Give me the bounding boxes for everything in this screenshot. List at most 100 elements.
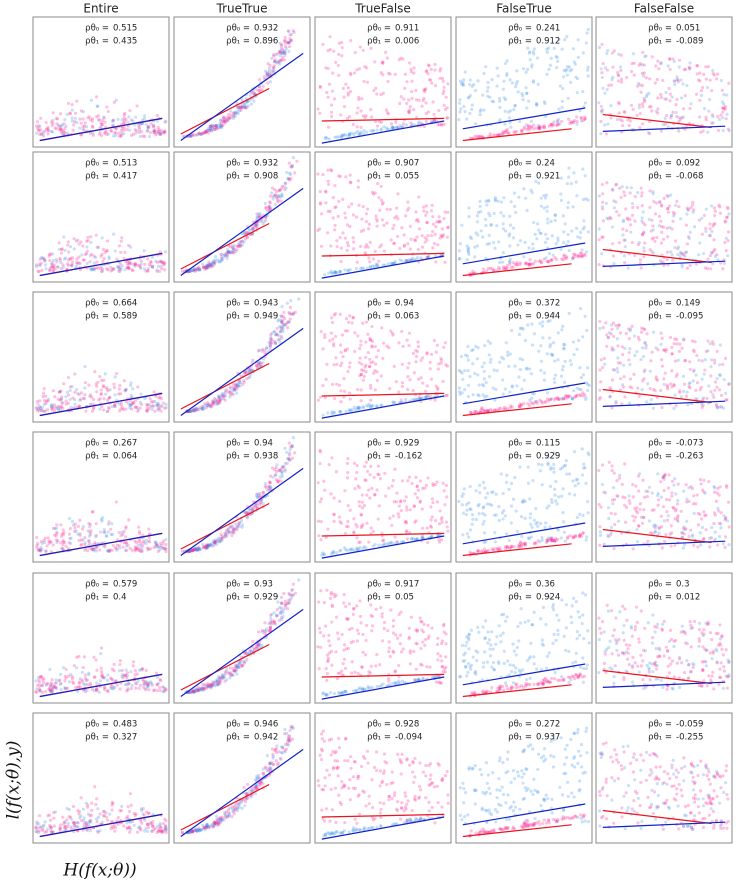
scatter-dot xyxy=(272,330,276,334)
scatter-dot xyxy=(73,116,78,120)
scatter-dot xyxy=(413,492,417,496)
scatter-dot xyxy=(434,260,438,264)
scatter-dot xyxy=(156,130,160,134)
scatter-dot xyxy=(662,237,666,241)
scatter-dot xyxy=(236,105,240,109)
scatter-dot xyxy=(695,353,699,358)
scatter-dot xyxy=(280,320,284,324)
scatter-dot xyxy=(321,384,325,388)
scatter-dot xyxy=(635,350,639,354)
scatter-dot xyxy=(274,478,278,482)
scatter-dot xyxy=(206,131,211,135)
scatter-dot xyxy=(468,111,472,116)
scatter-dot xyxy=(385,221,389,225)
scatter-dot xyxy=(331,337,335,341)
scatter-dot xyxy=(61,540,66,544)
scatter-dot xyxy=(666,210,671,214)
scatter-dot xyxy=(84,125,89,129)
scatter-dot xyxy=(146,266,151,271)
scatter-dot xyxy=(586,388,590,393)
scatter-dot xyxy=(55,540,59,545)
scatter-dot xyxy=(465,508,469,512)
scatter-dot xyxy=(199,132,203,136)
scatter-dot xyxy=(357,132,361,136)
scatter-dot xyxy=(549,56,553,60)
scatter-dot xyxy=(268,480,272,485)
scatter-dot xyxy=(55,260,59,264)
scatter-dot xyxy=(338,343,343,347)
scatter-dot xyxy=(539,260,543,264)
scatter-dot xyxy=(582,219,586,223)
scatter-dot xyxy=(610,327,614,331)
scatter-dot xyxy=(503,61,508,66)
scatter-dot xyxy=(112,385,117,390)
scatter-dot xyxy=(555,123,559,127)
scatter-dot xyxy=(569,80,573,84)
scatter-dot xyxy=(614,182,619,186)
scatter-dot xyxy=(617,100,621,105)
scatter-dot xyxy=(543,525,547,529)
scatter-dot xyxy=(457,499,461,504)
rho-value: -0.095 xyxy=(676,312,703,322)
scatter-dot xyxy=(69,257,73,261)
scatter-dot xyxy=(644,94,649,99)
scatter-dot xyxy=(89,98,94,102)
scatter-dot xyxy=(68,526,72,531)
scatter-dot xyxy=(498,118,502,122)
scatter-dot xyxy=(119,533,123,538)
scatter-dot xyxy=(201,131,205,135)
scatter-dot xyxy=(624,331,628,336)
scatter-dot xyxy=(632,73,636,77)
scatter-dot xyxy=(219,252,223,257)
scatter-dot xyxy=(90,124,95,128)
scatter-dot xyxy=(61,543,65,547)
scatter-dot xyxy=(713,213,717,218)
scatter-dot xyxy=(627,336,631,341)
scatter-dot xyxy=(156,549,160,554)
scatter-dot xyxy=(539,344,543,348)
rho-symbol: ρθ₀ = xyxy=(367,24,391,34)
scatter-dot xyxy=(95,104,99,108)
scatter-dot xyxy=(675,342,679,346)
scatter-dot xyxy=(518,367,522,372)
scatter-dot xyxy=(110,119,114,123)
scatter-dot xyxy=(650,237,654,241)
scatter-dot xyxy=(332,97,337,101)
scatter-dot xyxy=(211,544,215,548)
scatter-dot xyxy=(387,346,391,350)
scatter-dot xyxy=(340,54,344,58)
scatter-dot xyxy=(103,120,107,124)
scatter-dot xyxy=(563,38,567,42)
scatter-dot xyxy=(561,510,565,515)
scatter-dot xyxy=(520,128,524,132)
scatter-dot xyxy=(423,236,427,240)
panel-frame xyxy=(314,16,452,148)
scatter-dot xyxy=(99,121,103,125)
scatter-dot xyxy=(581,466,586,470)
scatter-dot xyxy=(330,382,335,386)
scatter-dot xyxy=(408,508,412,512)
rho-symbol: ρθ₁ = xyxy=(226,452,250,462)
scatter-dot xyxy=(53,126,57,130)
scatter-dot xyxy=(335,362,339,366)
scatter-dot xyxy=(409,237,413,241)
scatter-dot xyxy=(630,201,635,206)
scatter-dot xyxy=(109,129,114,133)
scatter-dot xyxy=(586,27,590,32)
scatter-dot xyxy=(432,118,437,123)
scatter-dot xyxy=(355,536,359,540)
scatter-dot xyxy=(137,126,142,130)
scatter-dot xyxy=(713,254,718,258)
scatter-dot xyxy=(83,121,87,125)
scatter-dot xyxy=(357,97,361,102)
scatter-dot xyxy=(601,219,606,223)
scatter-dot xyxy=(676,358,680,362)
scatter-dot xyxy=(352,517,356,521)
scatter-dot xyxy=(285,170,289,175)
scatter-dot xyxy=(484,381,488,385)
scatter-dot xyxy=(670,369,674,373)
scatter-dot xyxy=(358,406,362,410)
